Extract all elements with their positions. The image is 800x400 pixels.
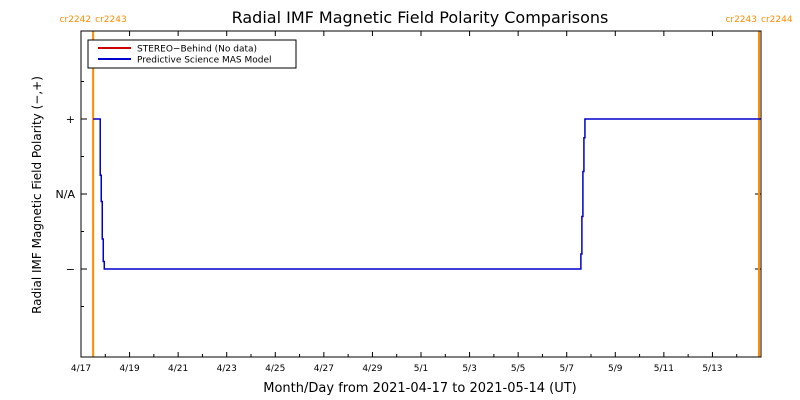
carrington-label: cr2243 [95,15,127,25]
y-tick-label: + [66,113,75,126]
carrington-label: cr2244 [761,15,793,25]
y-axis-label: Radial IMF Magnetic Field Polarity (−,+) [30,76,44,314]
series-line [93,118,761,270]
x-axis-label: Month/Day from 2021-04-17 to 2021-05-14 … [263,381,576,396]
x-tick-label: 5/1 [414,364,428,374]
x-tick-label: 5/11 [654,364,674,374]
x-tick-label: 4/27 [314,364,334,374]
legend-label: Predictive Science MAS Model [137,56,272,66]
plot-frame [80,30,762,358]
x-tick-label: 4/25 [265,364,285,374]
x-tick-label: 4/19 [119,364,139,374]
y-tick-label: N/A [56,188,76,201]
x-tick-label: 5/7 [559,364,573,374]
y-tick-label: − [66,263,75,276]
chart-title: Radial IMF Magnetic Field Polarity Compa… [232,8,609,27]
x-tick-label: 5/5 [511,364,525,374]
x-tick-label: 4/17 [71,364,91,374]
x-tick-label: 4/21 [168,364,188,374]
carrington-label: cr2242 [60,15,92,25]
x-tick-label: 5/3 [462,364,476,374]
x-tick-label: 5/9 [608,364,623,374]
carrington-label: cr2243 [725,15,757,25]
x-tick-label: 4/23 [217,364,237,374]
x-tick-label: 4/29 [362,364,382,374]
x-tick-label: 5/13 [702,364,722,374]
legend: STEREO−Behind (No data)Predictive Scienc… [87,39,297,69]
legend-box [87,39,297,69]
legend-label: STEREO−Behind (No data) [137,45,257,55]
